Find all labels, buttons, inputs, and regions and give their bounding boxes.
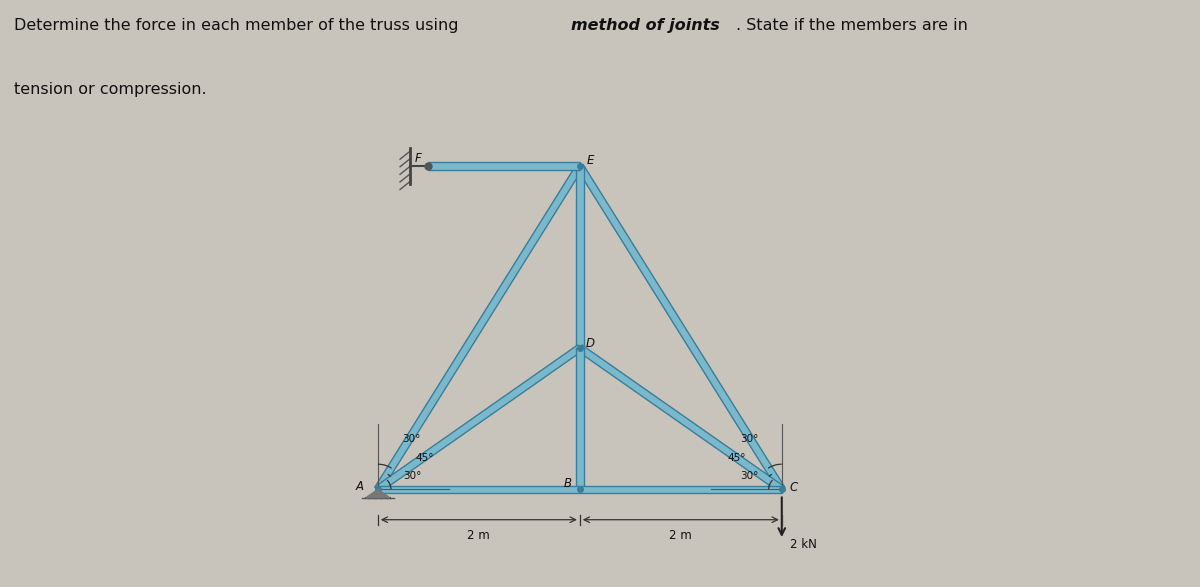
Polygon shape <box>366 490 390 498</box>
Text: D: D <box>586 338 594 350</box>
Text: method of joints: method of joints <box>571 18 720 33</box>
Text: 2 m: 2 m <box>670 529 692 542</box>
Polygon shape <box>378 485 580 493</box>
Text: Determine the force in each member of the truss using: Determine the force in each member of th… <box>14 18 464 33</box>
Text: F: F <box>415 151 421 165</box>
Text: 2 m: 2 m <box>468 529 490 542</box>
Polygon shape <box>428 163 580 170</box>
Text: tension or compression.: tension or compression. <box>14 82 208 97</box>
Text: 30°: 30° <box>403 471 421 481</box>
Polygon shape <box>376 345 582 492</box>
Text: 30°: 30° <box>402 434 420 444</box>
Text: B: B <box>564 477 571 490</box>
Text: 45°: 45° <box>415 453 433 463</box>
Text: 2 kN: 2 kN <box>790 538 817 551</box>
Polygon shape <box>577 345 784 492</box>
Text: C: C <box>790 481 798 494</box>
Text: . State if the members are in: . State if the members are in <box>736 18 967 33</box>
Text: E: E <box>587 154 594 167</box>
Text: A: A <box>355 480 364 493</box>
Polygon shape <box>576 348 583 490</box>
Polygon shape <box>576 164 785 491</box>
Text: 45°: 45° <box>727 453 745 463</box>
Text: 30°: 30° <box>740 471 758 481</box>
Polygon shape <box>374 164 583 491</box>
Text: 30°: 30° <box>740 434 758 444</box>
Polygon shape <box>576 166 583 348</box>
Polygon shape <box>580 485 781 493</box>
